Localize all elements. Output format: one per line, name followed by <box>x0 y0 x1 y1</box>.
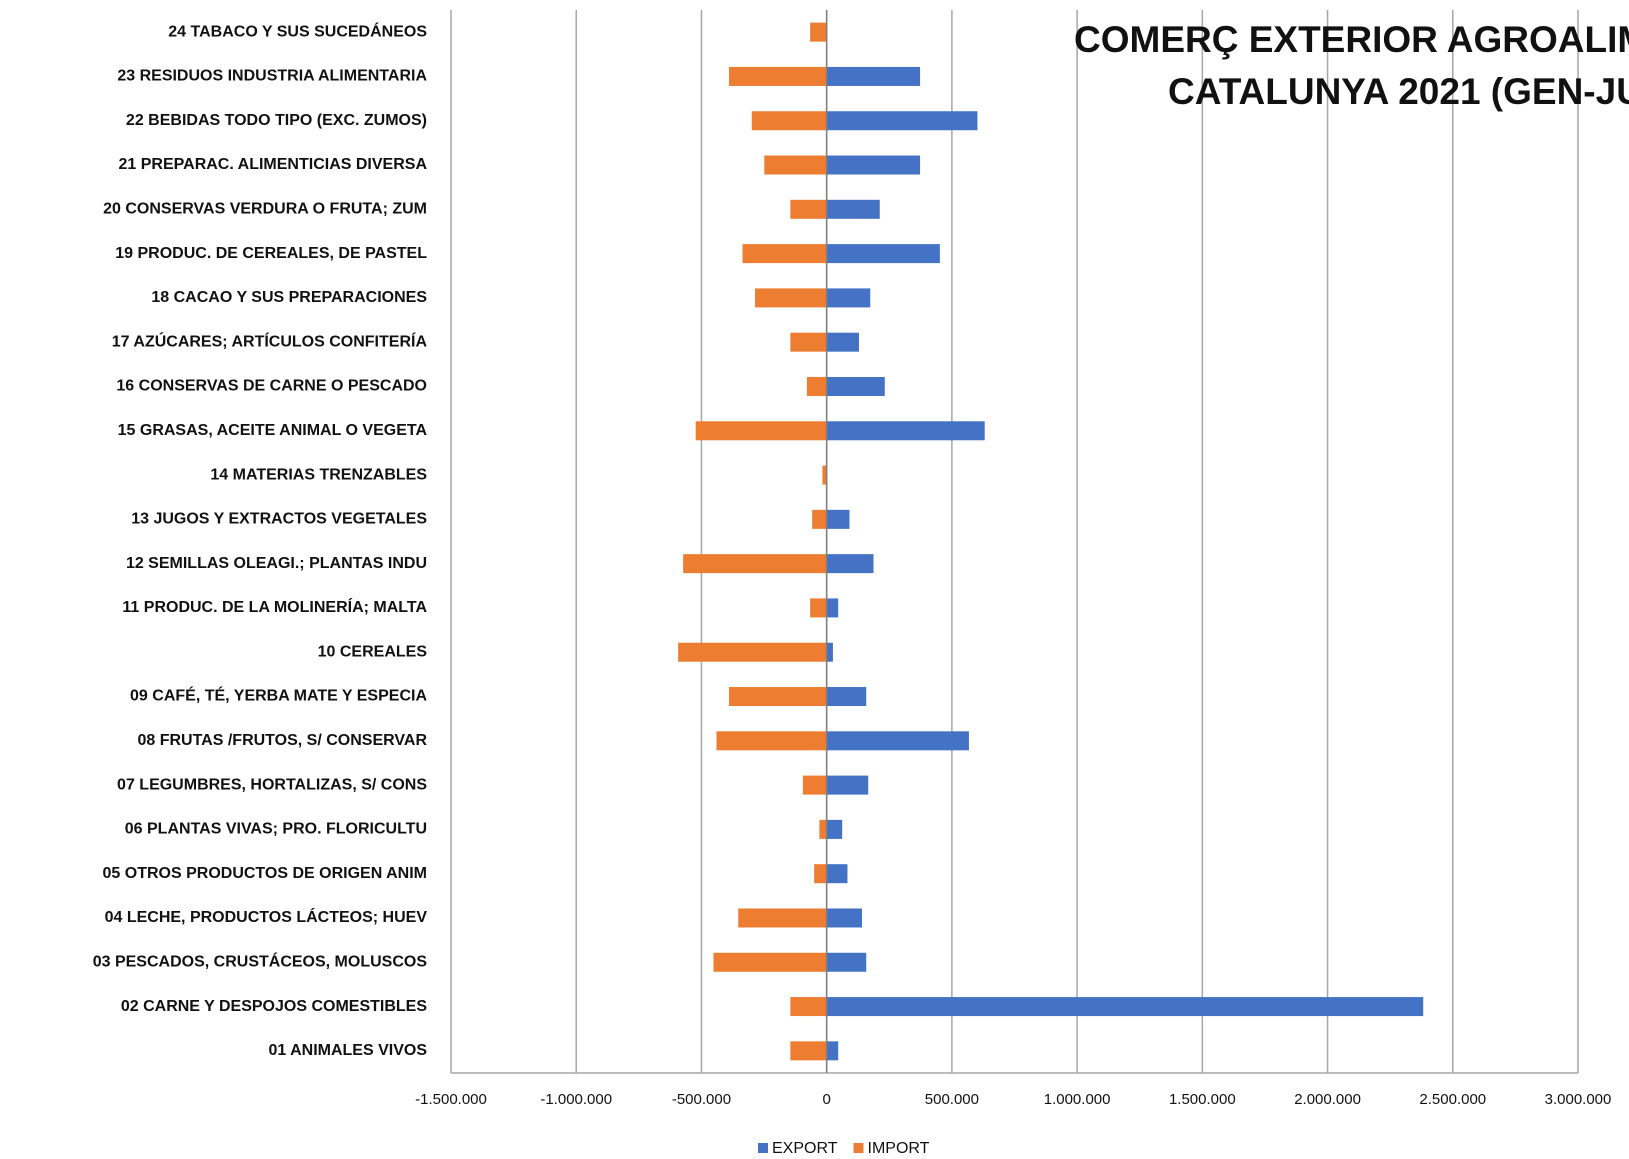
y-tick-label: 20 CONSERVAS VERDURA O FRUTA; ZUM <box>103 201 427 218</box>
y-tick-label: 22 BEBIDAS TODO TIPO (EXC. ZUMOS) <box>126 112 427 129</box>
bar <box>826 864 848 884</box>
bar <box>810 598 827 618</box>
bar <box>683 554 827 574</box>
bar <box>790 199 827 219</box>
legend-label: IMPORT <box>868 1140 930 1157</box>
y-tick-label: 09 CAFÉ, TÉ, YERBA MATE Y ESPECIA <box>130 686 427 705</box>
bar <box>716 731 827 751</box>
bar <box>695 421 827 441</box>
legend-label: EXPORT <box>772 1140 838 1157</box>
bar <box>826 155 921 175</box>
bar <box>826 687 867 707</box>
y-tick-label: 18 CACAO Y SUS PREPARACIONES <box>151 289 427 306</box>
bar <box>826 332 859 352</box>
x-tick-label: -1.000.000 <box>540 1091 612 1108</box>
bar <box>728 687 827 707</box>
y-tick-label: 10 CEREALES <box>318 643 428 660</box>
y-tick-label: 23 RESIDUOS INDUSTRIA ALIMENTARIA <box>117 68 427 85</box>
x-tick-label: 0 <box>822 1091 830 1108</box>
y-tick-label: 07 LEGUMBRES, HORTALIZAS, S/ CONS <box>117 776 427 793</box>
bar <box>742 244 827 264</box>
y-tick-label: 14 MATERIAS TRENZABLES <box>210 466 427 483</box>
bar <box>826 952 867 972</box>
bar <box>826 598 839 618</box>
chart-title: COMERÇ EXTERIOR AGROALIM <box>1074 19 1629 60</box>
y-tick-label: 17 AZÚCARES; ARTÍCULOS CONFITERÍA <box>112 331 428 350</box>
x-tick-label: 2.000.000 <box>1294 1091 1361 1108</box>
bar <box>810 22 827 42</box>
y-tick-label: 13 JUGOS Y EXTRACTOS VEGETALES <box>131 511 427 528</box>
bar <box>790 1041 827 1061</box>
y-tick-label: 08 FRUTAS /FRUTOS, S/ CONSERVAR <box>137 732 427 749</box>
legend-swatch <box>853 1143 864 1153</box>
y-tick-label: 04 LECHE, PRODUCTOS LÁCTEOS; HUEV <box>105 907 428 926</box>
y-tick-label: 16 CONSERVAS DE CARNE O PESCADO <box>116 378 427 395</box>
bar <box>822 465 827 485</box>
bar <box>826 288 871 308</box>
bar <box>819 819 827 839</box>
bar <box>751 111 827 131</box>
bar <box>826 997 1424 1017</box>
bar <box>826 775 869 795</box>
bar <box>812 509 827 529</box>
y-tick-label: 02 CARNE Y DESPOJOS COMESTIBLES <box>121 998 427 1015</box>
bar <box>678 642 827 662</box>
bar <box>806 376 827 396</box>
bar <box>755 288 827 308</box>
x-tick-label: 3.000.000 <box>1545 1091 1612 1108</box>
bar <box>826 731 969 751</box>
y-tick-label: 12 SEMILLAS OLEAGI.; PLANTAS INDU <box>126 555 427 572</box>
bar <box>764 155 827 175</box>
bar <box>738 908 827 928</box>
bar <box>826 66 921 86</box>
y-tick-label: 19 PRODUC. DE CEREALES, DE PASTEL <box>115 245 427 262</box>
y-tick-label: 11 PRODUC. DE LA MOLINERÍA; MALTA <box>122 597 427 616</box>
bar <box>826 199 880 219</box>
x-tick-label: 1.000.000 <box>1044 1091 1111 1108</box>
bar <box>826 819 843 839</box>
y-tick-label: 15 GRASAS, ACEITE ANIMAL O VEGETA <box>118 422 428 439</box>
bar <box>728 66 827 86</box>
bar <box>790 332 827 352</box>
bar <box>826 111 978 131</box>
bar <box>826 421 985 441</box>
chart-title: CATALUNYA 2021 (GEN-JU <box>1168 71 1629 112</box>
bar <box>826 376 885 396</box>
y-tick-label: 03 PESCADOS, CRUSTÁCEOS, MOLUSCOS <box>93 951 428 970</box>
bar <box>790 997 827 1017</box>
y-tick-label: 24 TABACO Y SUS SUCEDÁNEOS <box>168 21 427 40</box>
bar <box>802 775 827 795</box>
bar <box>826 554 874 574</box>
legend-swatch <box>758 1143 768 1153</box>
bar <box>826 509 850 529</box>
bar <box>814 864 827 884</box>
bar <box>826 1041 839 1061</box>
y-tick-label: 06 PLANTAS VIVAS; PRO. FLORICULTU <box>125 821 427 838</box>
y-tick-label: 21 PREPARAC. ALIMENTICIAS DIVERSA <box>119 156 428 173</box>
x-tick-label: 1.500.000 <box>1169 1091 1236 1108</box>
x-tick-label: -500.000 <box>672 1091 731 1108</box>
bar <box>713 952 827 972</box>
bar <box>826 908 862 928</box>
x-tick-label: -1.500.000 <box>415 1091 487 1108</box>
bar <box>826 244 940 264</box>
x-tick-label: 2.500.000 <box>1419 1091 1486 1108</box>
y-tick-label: 05 OTROS PRODUCTOS DE ORIGEN ANIM <box>103 865 427 882</box>
x-tick-label: 500.000 <box>925 1091 979 1108</box>
bar <box>826 642 833 662</box>
y-tick-label: 01 ANIMALES VIVOS <box>268 1042 427 1059</box>
